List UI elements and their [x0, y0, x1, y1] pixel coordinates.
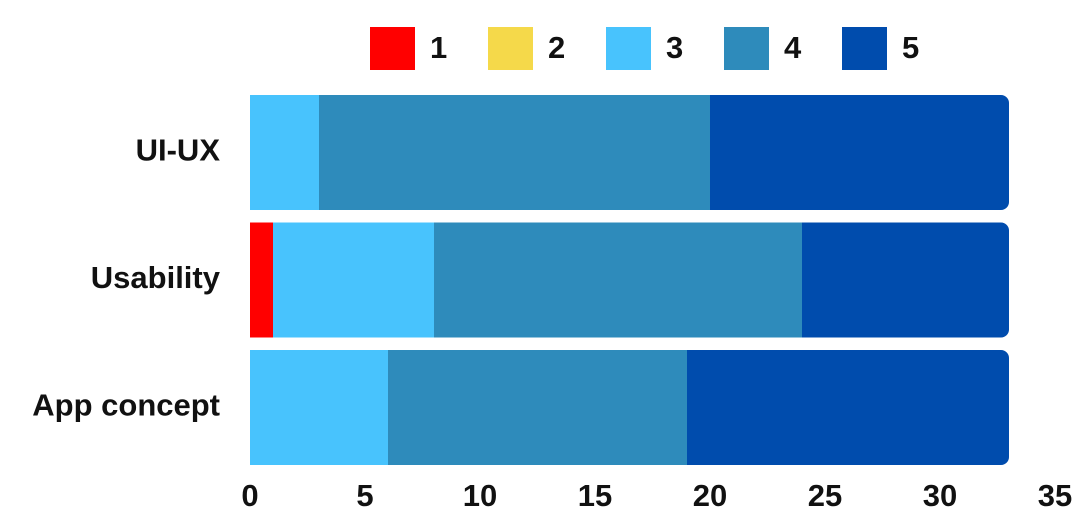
bar-segment — [802, 222, 1009, 338]
x-tick-label: 35 — [1038, 478, 1072, 513]
legend-swatch — [724, 27, 769, 70]
x-tick-label: 0 — [241, 478, 258, 513]
row — [250, 350, 1009, 465]
legend-swatch — [488, 27, 533, 70]
bar-segment — [710, 95, 1009, 210]
bar-segment — [388, 350, 687, 465]
legend-label: 1 — [430, 30, 447, 65]
category-label: App concept — [32, 388, 220, 423]
x-tick-label: 10 — [463, 478, 497, 513]
bar-segment — [250, 222, 273, 338]
bar-segment — [250, 95, 319, 210]
legend-swatch — [370, 27, 415, 70]
category-label: Usability — [91, 260, 221, 295]
x-tick-label: 15 — [578, 478, 612, 513]
x-tick-label: 25 — [808, 478, 842, 513]
bar-segment — [434, 222, 802, 338]
category-label: UI-UX — [136, 133, 221, 168]
legend-label: 4 — [784, 30, 802, 65]
bar-segment — [319, 95, 710, 210]
x-tick-label: 30 — [923, 478, 957, 513]
x-tick-label: 5 — [356, 478, 373, 513]
bar-segment — [687, 350, 1009, 465]
legend-swatch — [606, 27, 651, 70]
bar-segment — [273, 222, 434, 338]
legend-label: 2 — [548, 30, 565, 65]
row — [250, 222, 1009, 338]
bar-segment — [250, 350, 388, 465]
legend-label: 3 — [666, 30, 683, 65]
row — [250, 95, 1009, 210]
legend-label: 5 — [902, 30, 919, 65]
legend-swatch — [842, 27, 887, 70]
x-tick-label: 20 — [693, 478, 727, 513]
